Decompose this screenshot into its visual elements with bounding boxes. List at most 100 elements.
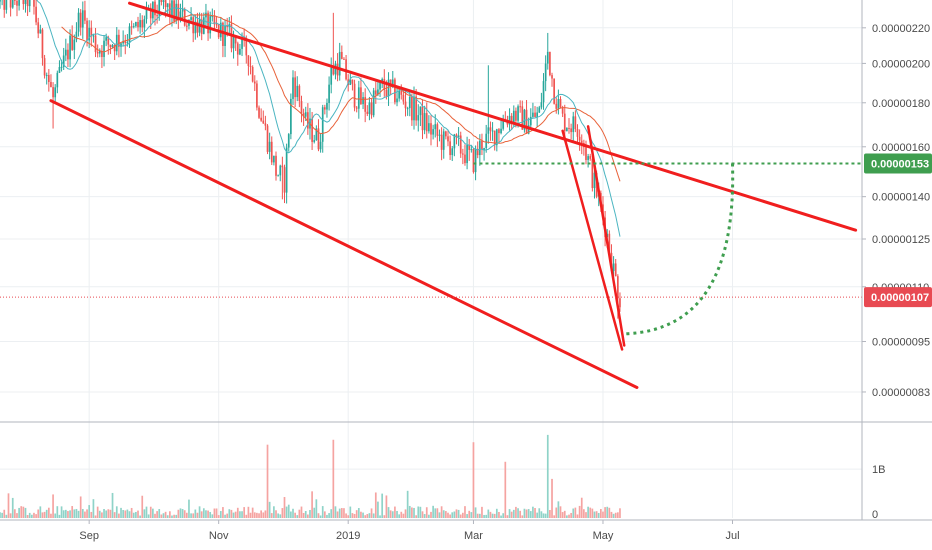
volume-bar	[24, 507, 27, 518]
candle-body	[525, 109, 528, 134]
volume-bar	[281, 508, 284, 518]
candle	[215, 16, 218, 29]
volume-bar	[502, 513, 505, 518]
volume-bar	[351, 513, 354, 518]
candle	[326, 98, 328, 118]
volume-bar	[64, 509, 67, 518]
volume-bar	[270, 513, 273, 518]
volume-bar	[200, 511, 203, 518]
volume-bar	[523, 508, 526, 518]
candle	[404, 91, 407, 117]
candle-body	[90, 27, 93, 37]
volume-bar	[3, 509, 6, 518]
candle	[273, 155, 275, 166]
candle-body	[311, 118, 313, 142]
volume-bar	[290, 511, 292, 518]
candle	[379, 80, 381, 98]
candle-body	[474, 148, 477, 173]
candle	[143, 15, 146, 39]
candle	[50, 74, 52, 88]
volume-bar	[71, 506, 74, 518]
candle	[457, 127, 460, 146]
volume-bar	[476, 513, 479, 518]
volume-bar	[54, 513, 57, 518]
volume-bar	[328, 513, 330, 518]
volume-bar	[141, 495, 144, 518]
candle	[33, 0, 35, 15]
volume-bar	[451, 512, 454, 518]
candle	[572, 111, 575, 143]
candle-body	[26, 0, 29, 7]
volume-bar	[188, 499, 190, 518]
candle-body	[179, 11, 182, 21]
candle	[0, 0, 1, 9]
candle-body	[37, 22, 40, 34]
candle-body	[398, 90, 401, 99]
candle	[5, 0, 8, 14]
volume-bar	[440, 506, 443, 518]
volume-bar	[343, 508, 345, 518]
candle-body	[226, 25, 229, 28]
candle	[542, 73, 545, 110]
candle-body	[389, 79, 392, 85]
volume-bar	[430, 511, 432, 518]
volume-bar	[585, 512, 587, 518]
ma-fast-line	[36, 0, 621, 237]
volume-bar	[50, 513, 52, 518]
candle-body	[449, 141, 451, 156]
volume-bar	[383, 515, 386, 518]
candle	[69, 29, 71, 68]
candle	[253, 75, 256, 91]
candle	[22, 0, 25, 10]
candle	[587, 153, 589, 168]
candle-body	[279, 165, 282, 176]
volume-bar	[228, 509, 231, 518]
volume-bar	[434, 508, 437, 518]
volume-bar	[52, 494, 54, 518]
candle-body	[508, 115, 511, 125]
volume-bar	[135, 511, 137, 518]
volume-bar	[113, 512, 116, 518]
candle	[360, 77, 362, 105]
candle-body	[69, 35, 71, 60]
volume-bar	[251, 507, 254, 518]
volume-bar	[183, 510, 186, 518]
candle-body	[236, 43, 239, 55]
candle-body	[587, 156, 589, 160]
candle-body	[39, 29, 42, 34]
candlesticks[interactable]	[0, 0, 621, 319]
volume-bar	[578, 505, 581, 518]
ma-slow-line	[61, 14, 621, 182]
candle	[94, 27, 97, 58]
candle-body	[264, 123, 267, 126]
candle-body	[570, 128, 572, 133]
candle-body	[71, 35, 74, 50]
candle	[58, 60, 61, 74]
candle-body	[164, 0, 167, 8]
candle-body	[43, 58, 46, 76]
candle	[103, 34, 105, 67]
candle-body	[612, 263, 615, 271]
volume-bar	[353, 513, 356, 518]
candle	[262, 110, 265, 124]
candle-body	[540, 102, 543, 108]
candle	[423, 105, 426, 135]
volume-bar	[572, 508, 575, 518]
candle	[317, 119, 320, 152]
volume-bar	[593, 511, 596, 518]
volume-bar	[583, 509, 585, 518]
wedge-inner-line	[586, 125, 626, 347]
volume-bar	[408, 505, 411, 518]
candle	[128, 23, 131, 49]
candle-body	[11, 0, 14, 8]
candle	[24, 0, 27, 13]
candle	[389, 79, 392, 95]
candle-body	[614, 263, 617, 277]
candle-body	[453, 134, 456, 149]
candle	[538, 105, 541, 114]
candle-body	[619, 298, 621, 308]
candle-body	[616, 276, 619, 299]
candle-body	[417, 115, 420, 121]
candle-body	[340, 51, 343, 59]
